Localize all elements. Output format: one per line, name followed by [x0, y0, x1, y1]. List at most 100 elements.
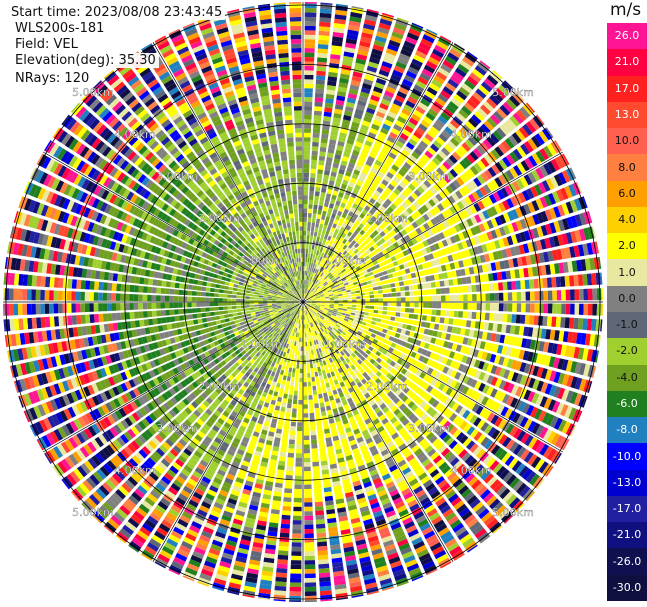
range-gate: [300, 359, 303, 365]
range-gate: [314, 497, 323, 503]
range-gate: [470, 275, 476, 284]
range-gate: [437, 115, 448, 125]
range-gate: [283, 425, 290, 431]
range-gate: [368, 312, 374, 317]
range-gate: [501, 271, 507, 280]
range-gate: [343, 218, 350, 225]
range-gate: [334, 303, 339, 306]
range-gate: [400, 229, 408, 236]
range-gate: [287, 371, 292, 377]
range-gate: [330, 237, 335, 243]
range-gate: [320, 296, 325, 299]
range-gate: [516, 162, 526, 174]
range-gate: [340, 183, 347, 190]
range-gate: [505, 247, 512, 258]
range-gate: [304, 7, 317, 13]
range-gate: [324, 243, 328, 249]
range-gate: [383, 298, 388, 302]
range-gate: [295, 346, 299, 351]
range-gate: [303, 346, 306, 351]
range-gate: [370, 167, 378, 175]
range-gate: [318, 290, 323, 293]
range-gate: [395, 312, 401, 317]
range-gate: [385, 284, 391, 289]
range-gate: [420, 183, 429, 191]
range-gate: [322, 120, 331, 126]
range-gate: [317, 52, 328, 59]
range-gate: [360, 275, 366, 280]
range-gate: [334, 282, 339, 286]
range-gate: [295, 372, 299, 378]
range-gate: [550, 158, 561, 171]
range-gate: [414, 302, 419, 308]
range-gate: [337, 289, 342, 293]
range-gate: [377, 314, 383, 319]
range-gate: [364, 205, 371, 212]
range-gate: [369, 151, 377, 159]
range-gate: [507, 292, 513, 301]
range-gate: [454, 294, 459, 302]
range-gate: [466, 154, 476, 164]
range-gate: [384, 52, 396, 61]
range-gate: [317, 281, 321, 286]
range-gate: [407, 215, 415, 223]
range-gate: [304, 288, 305, 294]
range-gate: [340, 202, 346, 209]
range-gate: [383, 175, 392, 183]
range-gate: [444, 143, 454, 153]
range-gate: [322, 248, 327, 253]
range-gate: [561, 203, 570, 215]
range-gate: [337, 173, 344, 179]
range-gate: [307, 372, 311, 378]
range-gate: [306, 239, 310, 245]
range-gate: [474, 65, 487, 76]
range-gate: [303, 190, 309, 196]
range-gate: [313, 236, 317, 241]
range-gate: [430, 227, 438, 235]
range-gate: [368, 252, 374, 258]
range-gate: [292, 368, 296, 373]
range-gate: [420, 170, 429, 179]
range-gate: [304, 137, 311, 142]
range-gate: [308, 390, 313, 396]
range-gate: [364, 288, 369, 292]
range-gate: [502, 121, 514, 133]
range-gate: [430, 104, 441, 114]
range-gate: [364, 255, 370, 261]
range-gate: [539, 165, 549, 178]
range-gate: [326, 152, 334, 158]
range-gate: [512, 257, 519, 268]
range-gate: [304, 333, 307, 338]
range-gate: [447, 52, 460, 62]
range-gate: [543, 303, 548, 314]
range-gate: [347, 237, 354, 243]
range-gate: [411, 113, 421, 122]
range-gate: [439, 280, 445, 287]
range-gate: [434, 215, 442, 224]
range-gate: [352, 278, 357, 283]
range-gate: [482, 139, 493, 150]
range-gate: [512, 112, 524, 124]
range-gate: [378, 216, 385, 223]
range-gate: [354, 313, 360, 317]
range-gate: [356, 160, 364, 168]
range-gate: [411, 238, 418, 245]
range-gate: [311, 159, 317, 165]
range-gate: [521, 256, 528, 266]
range-gate: [486, 208, 494, 218]
range-gate: [312, 282, 315, 287]
range-gate: [315, 274, 319, 279]
range-gate: [305, 284, 308, 290]
range-gate: [315, 259, 319, 265]
range-gate: [409, 291, 415, 296]
range-gate: [382, 242, 389, 249]
range-gate: [298, 404, 303, 409]
range-gate: [382, 123, 391, 131]
range-gate: [477, 107, 488, 119]
range-gate: [442, 86, 454, 96]
range-gate: [490, 149, 501, 160]
range-gate: [323, 224, 328, 230]
range-gate: [482, 221, 490, 231]
range-gate: [373, 86, 384, 94]
range-gate: [458, 222, 466, 231]
